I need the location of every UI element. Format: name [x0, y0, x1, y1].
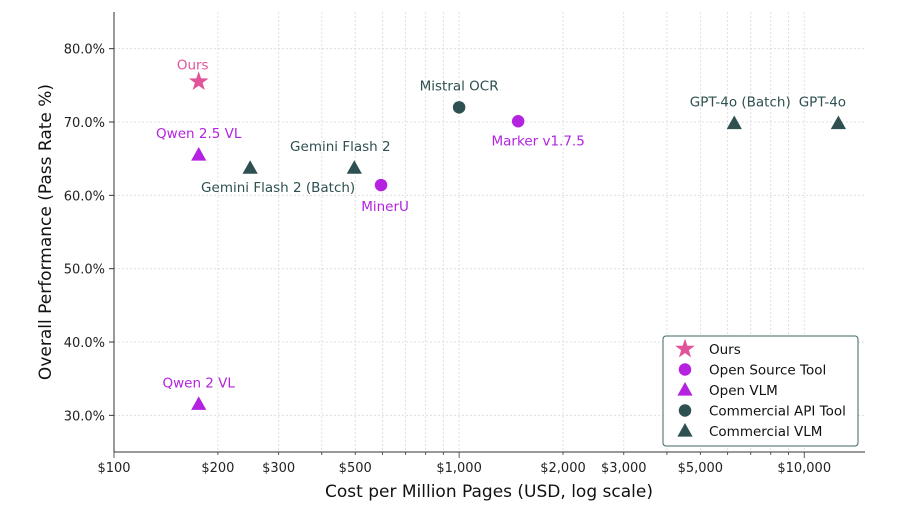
- y-tick-label: 30.0%: [64, 409, 105, 424]
- x-tick-label: $2,000: [540, 461, 586, 476]
- legend-circle-icon: [678, 363, 692, 376]
- x-axis-label: Cost per Million Pages (USD, log scale): [325, 482, 653, 502]
- point-label: MinerU: [361, 199, 409, 215]
- x-tick-label: $10,000: [777, 461, 831, 476]
- point-label: Ours: [177, 58, 209, 74]
- legend-entry: Commercial VLM: [709, 424, 822, 440]
- legend-entry: Open VLM: [709, 383, 778, 399]
- data-points: Ours Qwen 2.5 VL Qwen 2 VL Gemini Flash 2 (…: [156, 58, 846, 410]
- point-label: GPT-4o: [799, 94, 846, 110]
- y-tick-label: 80.0%: [64, 43, 105, 58]
- point-label: Marker v1.7.5: [492, 133, 585, 149]
- point-marker-v1-7-5: [511, 115, 525, 128]
- legend-circle-icon: [678, 404, 692, 417]
- point-label: Gemini Flash 2: [290, 139, 391, 155]
- x-tick-label: $500: [339, 461, 372, 476]
- y-tick-label: 70.0%: [64, 116, 105, 131]
- x-tick-label: $100: [97, 461, 130, 476]
- point-mistral-ocr: [452, 101, 466, 114]
- point-ours: [188, 71, 209, 90]
- point-qwen-2-vl: [191, 396, 207, 410]
- legend-star-icon: [675, 338, 695, 358]
- point-label: Qwen 2 VL: [162, 375, 235, 391]
- x-tick-label: $1,000: [436, 461, 482, 476]
- legend-triangle-icon: [677, 423, 693, 437]
- point-gpt-4o-batch-: [726, 115, 742, 130]
- y-tick-label: 40.0%: [64, 336, 105, 351]
- x-tick-label: $200: [201, 461, 234, 476]
- x-tick-label: $3,000: [601, 461, 647, 476]
- point-gemini-flash-2-batch-: [242, 160, 258, 174]
- point-label: Qwen 2.5 VL: [156, 126, 242, 142]
- x-tick-label: $5,000: [678, 461, 724, 476]
- axes: 30.0% 40.0% 50.0% 60.0% 70.0% 80.0% $100 $200 $3…: [64, 12, 865, 476]
- y-axis-label: Overall Performance (Pass Rate %): [36, 84, 56, 380]
- point-label: Gemini Flash 2 (Batch): [201, 180, 355, 196]
- point-label: GPT-4o (Batch): [690, 94, 791, 110]
- point-label: Mistral OCR: [420, 78, 499, 94]
- y-tick-label: 50.0%: [64, 263, 105, 278]
- x-tick-label: $300: [262, 461, 295, 476]
- point-mineru: [374, 178, 388, 192]
- legend-entry: Open Source Tool: [709, 363, 826, 379]
- legend-entry: Ours: [709, 342, 741, 358]
- y-tick-label: 60.0%: [64, 189, 105, 204]
- legend-entry: Commercial API Tool: [709, 404, 846, 420]
- point-gpt-4o: [830, 115, 846, 130]
- legend-triangle-icon: [677, 382, 693, 396]
- legend-box: [662, 335, 859, 447]
- point-qwen-2-5-vl: [191, 147, 207, 161]
- point-gemini-flash-2: [346, 160, 362, 174]
- legend: Ours Open Source Tool Open VLM Commercial A…: [662, 335, 859, 447]
